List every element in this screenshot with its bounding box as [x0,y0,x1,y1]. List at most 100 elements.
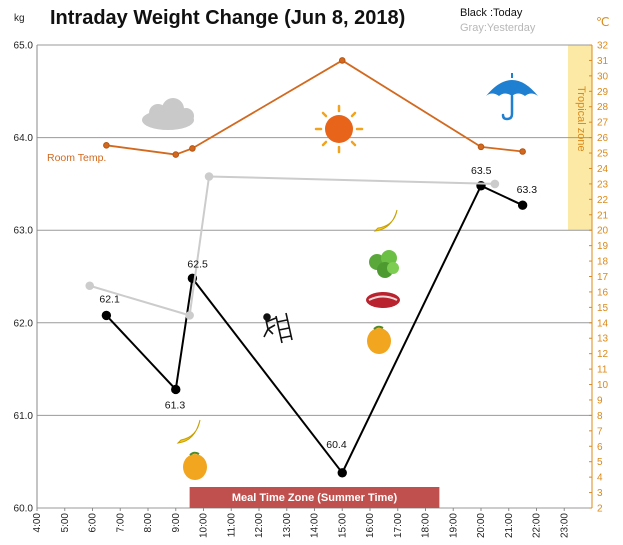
lettuce-icon [369,250,399,278]
right-tick-label: 21 [597,210,609,221]
right-tick-label: 28 [597,102,609,113]
chart-title: Intraday Weight Change (Jun 8, 2018) [50,7,405,29]
right-tick-label: 20 [597,226,609,237]
banana-icon [373,209,398,232]
y-tick-label: 64.0 [14,133,34,144]
right-axis-unit: ℃ [596,15,609,29]
x-tick-label: 15:00 [337,513,348,538]
right-tick-label: 10 [597,380,609,391]
x-tick-label: 17:00 [393,513,404,538]
right-tick-label: 17 [597,272,609,283]
x-tick-label: 20:00 [476,513,487,538]
y-axis-unit: kg [14,13,25,24]
data-point-today [337,468,347,478]
data-point-today [517,200,528,210]
meal-time-zone: Meal Time Zone (Summer Time) [189,487,440,508]
right-tick-label: 18 [597,257,609,268]
data-point-yesterday [490,179,500,189]
right-tick-label: 5 [597,457,603,468]
axes: 60.061.062.063.064.065.02345678910111213… [14,41,609,539]
right-tick-label: 23 [597,179,609,190]
x-tick-label: 13:00 [282,513,293,538]
data-point-room-temp- [477,143,485,151]
x-tick-label: 14:00 [310,513,321,538]
right-tick-label: 30 [597,71,609,82]
right-tick-label: 32 [597,41,609,52]
data-point-today [101,310,112,321]
x-tick-label: 10:00 [199,513,210,538]
right-tick-label: 11 [597,365,608,376]
right-tick-label: 8 [597,411,603,422]
x-tick-label: 22:00 [532,513,543,538]
data-point-room-temp- [338,57,346,64]
right-tick-label: 26 [597,133,609,144]
right-axis-label: Tropical zone [575,86,587,152]
umbrella-icon [486,73,538,121]
legend-yesterday: Gray:Yesterday [460,22,536,34]
x-tick-label: 12:00 [254,513,265,538]
data-point-room-temp- [172,151,180,158]
y-tick-label: 60.0 [14,504,34,515]
right-tick-label: 4 [597,473,603,484]
data-point-room-temp- [519,148,526,155]
right-tick-label: 27 [597,118,609,129]
right-tick-label: 15 [597,303,609,314]
right-tick-label: 3 [597,488,603,499]
x-tick-label: 19:00 [448,513,459,538]
y-tick-label: 65.0 [14,41,34,52]
right-tick-label: 24 [597,164,609,175]
data-label: 62.1 [99,293,120,305]
data-label: 63.5 [471,165,492,177]
mango-icon-lower [183,451,207,480]
meat-icon [366,292,400,308]
series-line-yesterday [89,175,495,317]
x-tick-label: 11:00 [226,513,237,538]
x-tick-label: 21:00 [504,513,515,538]
mango-icon [367,325,391,354]
right-tick-label: 16 [597,287,609,298]
right-tick-label: 2 [597,504,603,515]
data-point-room-temp- [103,142,110,149]
y-tick-label: 63.0 [14,226,34,237]
data-point-yesterday [185,311,194,320]
x-tick-label: 5:00 [60,513,71,533]
data-label: 60.4 [326,439,347,451]
x-tick-label: 4:00 [32,513,43,533]
data-label: 63.3 [517,184,538,196]
meal-zone-bar [189,487,440,508]
data-labels: 62.1 61.3 62.5 60.4 63.5 63.3 [99,165,537,451]
data-point-room-temp- [189,145,196,152]
right-tick-label: 12 [597,349,609,360]
right-tick-label: 6 [597,442,603,453]
x-tick-label: 9:00 [171,513,182,533]
right-tick-label: 22 [597,195,609,206]
right-tick-label: 19 [597,241,609,252]
x-tick-label: 6:00 [88,513,99,533]
climber-icon [263,312,293,344]
sun-icon [314,104,364,154]
data-label: 62.5 [187,258,208,270]
x-tick-label: 18:00 [421,513,432,538]
x-tick-label: 8:00 [143,513,154,533]
grid-lines [37,44,592,509]
y-tick-label: 61.0 [14,411,34,422]
data-point-today [171,384,181,395]
data-point-yesterday [85,281,95,291]
cloud-icon [142,98,194,130]
data-point-yesterday [204,172,214,181]
series-line-room-temp- [106,59,523,156]
x-tick-label: 23:00 [559,513,570,538]
right-tick-label: 9 [597,395,603,406]
room-temp-label: Room Temp. [47,152,106,164]
legend-today: Black :Today [460,7,523,19]
x-tick-label: 16:00 [365,513,376,538]
data-label: 61.3 [165,399,186,411]
right-tick-label: 29 [597,87,609,98]
right-tick-label: 14 [597,318,609,329]
x-tick-label: 7:00 [115,513,126,533]
meal-zone-label: Meal Time Zone (Summer Time) [232,492,398,504]
right-tick-label: 31 [597,56,609,67]
right-tick-label: 7 [597,426,603,437]
banana-icon-lower [176,419,201,444]
